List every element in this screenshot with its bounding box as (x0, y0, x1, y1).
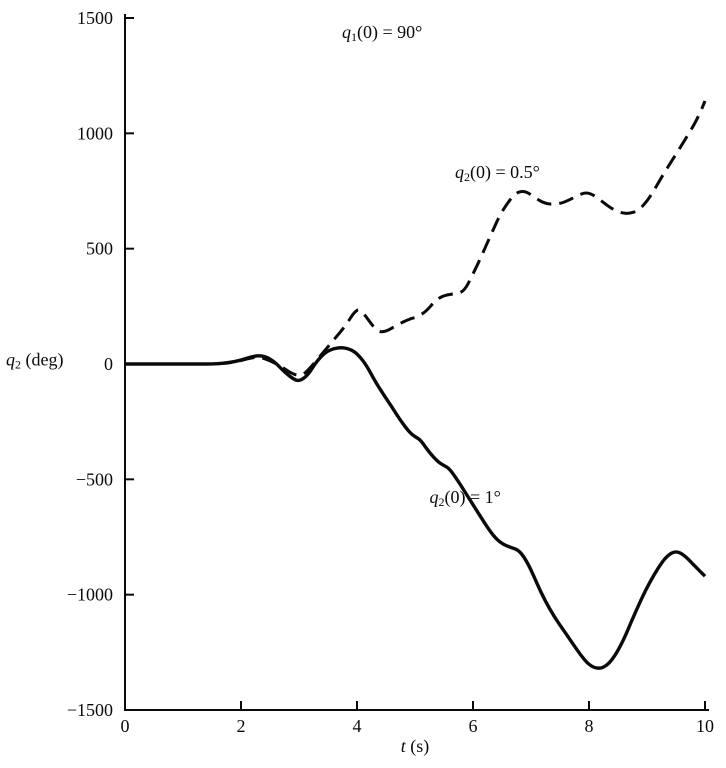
y-tick-label: 1000 (77, 123, 113, 143)
x-axis-label: t (s) (400, 736, 430, 756)
series-label-solid: q2(0) = 1° (429, 486, 501, 509)
y-axis-label: q2 (deg) (6, 349, 64, 372)
series-path-solid (125, 346, 707, 670)
series-label-dashed: q2(0) = 0.5° (455, 161, 540, 184)
series-path-dashed (125, 100, 707, 377)
y-tick-label: 0 (104, 354, 113, 374)
y-tick-label: −500 (76, 469, 113, 489)
y-tick-label: −1500 (67, 700, 113, 720)
annotation-q1-initial: q1(0) = 90° (342, 22, 423, 44)
y-tick-label: −1000 (67, 585, 113, 605)
y-tick-label: 1500 (77, 8, 113, 28)
x-tick-label: 0 (121, 716, 130, 736)
x-tick-label: 2 (237, 716, 246, 736)
x-tick-label: 4 (353, 716, 362, 736)
y-tick-label: 500 (86, 239, 113, 259)
x-tick-label: 8 (585, 716, 594, 736)
x-tick-label: 10 (696, 716, 714, 736)
x-tick-label: 6 (469, 716, 478, 736)
